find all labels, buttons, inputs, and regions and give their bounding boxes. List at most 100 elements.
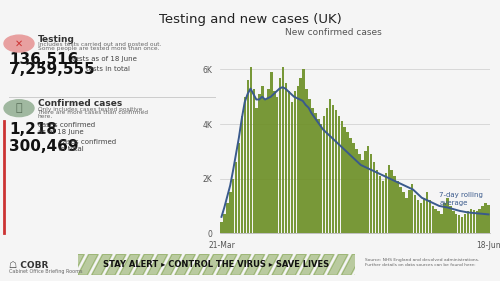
Polygon shape <box>92 254 112 275</box>
Polygon shape <box>188 254 210 275</box>
Bar <box>252 89 255 233</box>
Bar <box>367 146 370 233</box>
Polygon shape <box>147 254 168 275</box>
Bar <box>364 151 366 233</box>
Polygon shape <box>286 254 306 275</box>
Bar <box>285 83 288 233</box>
Bar <box>273 91 276 233</box>
Bar <box>246 80 249 233</box>
Bar <box>390 171 393 233</box>
Polygon shape <box>64 254 84 275</box>
Bar <box>420 203 422 233</box>
Text: ☖ COBR: ☖ COBR <box>9 261 48 270</box>
Bar <box>472 210 475 233</box>
Bar <box>458 216 460 233</box>
Bar <box>320 124 322 233</box>
Bar <box>276 97 278 233</box>
Polygon shape <box>133 254 154 275</box>
Bar <box>428 200 431 233</box>
Bar <box>317 119 320 233</box>
Bar <box>267 89 270 233</box>
Text: 136,516: 136,516 <box>9 52 78 67</box>
Bar <box>238 143 240 233</box>
Polygon shape <box>355 254 376 275</box>
Bar <box>329 99 332 233</box>
Bar <box>455 214 458 233</box>
Bar <box>270 72 272 233</box>
Bar <box>220 222 222 233</box>
Bar <box>411 184 414 233</box>
Bar <box>258 94 261 233</box>
Bar <box>408 190 410 233</box>
Bar <box>346 132 349 233</box>
Text: Only includes cases tested positive.: Only includes cases tested positive. <box>38 106 144 112</box>
Polygon shape <box>328 254 348 275</box>
Polygon shape <box>119 254 140 275</box>
Bar <box>376 171 378 233</box>
Bar <box>444 203 446 233</box>
Bar <box>484 203 487 233</box>
Text: 7-day rolling
average: 7-day rolling average <box>440 192 483 206</box>
Text: ✕: ✕ <box>15 38 23 49</box>
Text: tests as of 18 June: tests as of 18 June <box>72 56 138 62</box>
Bar <box>282 67 284 233</box>
Text: STAY ALERT ▸ CONTROL THE VIRUS ▸ SAVE LIVES: STAY ALERT ▸ CONTROL THE VIRUS ▸ SAVE LI… <box>103 260 330 269</box>
Bar <box>300 78 302 233</box>
Bar <box>466 211 469 233</box>
Text: tests in total: tests in total <box>86 66 130 72</box>
Polygon shape <box>230 254 251 275</box>
Bar <box>352 143 355 233</box>
Bar <box>478 209 481 233</box>
Bar <box>358 154 360 233</box>
Bar <box>384 173 387 233</box>
Polygon shape <box>300 254 320 275</box>
Bar <box>235 162 238 233</box>
Text: 300,469: 300,469 <box>9 139 78 154</box>
Polygon shape <box>50 254 70 275</box>
Bar <box>476 211 478 233</box>
Text: Some people are tested more than once.: Some people are tested more than once. <box>38 46 159 51</box>
Bar <box>350 138 352 233</box>
Polygon shape <box>78 254 98 275</box>
Bar <box>314 113 316 233</box>
Bar <box>334 110 337 233</box>
Bar <box>396 181 399 233</box>
Bar <box>279 78 281 233</box>
Text: Includes tests carried out and posted out.: Includes tests carried out and posted ou… <box>38 42 161 47</box>
Bar <box>302 69 305 233</box>
Bar <box>361 160 364 233</box>
Text: There are more cases than confirmed: There are more cases than confirmed <box>38 110 148 115</box>
Text: here.: here. <box>38 114 53 119</box>
Bar <box>440 214 443 233</box>
Bar <box>311 108 314 233</box>
Text: 7,259,555: 7,259,555 <box>9 62 95 77</box>
Polygon shape <box>105 254 126 275</box>
Bar <box>340 121 343 233</box>
Polygon shape <box>369 254 390 275</box>
Bar <box>488 205 490 233</box>
Bar <box>262 86 264 233</box>
Text: New confirmed cases: New confirmed cases <box>285 28 382 37</box>
Polygon shape <box>161 254 182 275</box>
Bar <box>405 198 407 233</box>
Bar <box>250 67 252 233</box>
Bar <box>438 211 440 233</box>
Bar <box>226 203 228 233</box>
Text: Testing and new cases (UK): Testing and new cases (UK) <box>158 13 342 26</box>
Bar <box>432 206 434 233</box>
Bar <box>264 99 266 233</box>
Bar <box>464 214 466 233</box>
Bar <box>355 149 358 233</box>
Bar <box>449 206 452 233</box>
Polygon shape <box>258 254 278 275</box>
Bar <box>323 116 326 233</box>
Text: Cabinet Office Briefing Rooms: Cabinet Office Briefing Rooms <box>9 269 83 274</box>
Bar <box>426 192 428 233</box>
Bar <box>402 192 404 233</box>
Bar <box>296 86 299 233</box>
Bar <box>241 116 244 233</box>
Bar <box>256 108 258 233</box>
Text: cases confirmed
as of 18 June: cases confirmed as of 18 June <box>38 122 94 135</box>
Bar <box>244 97 246 233</box>
Bar <box>288 91 290 233</box>
